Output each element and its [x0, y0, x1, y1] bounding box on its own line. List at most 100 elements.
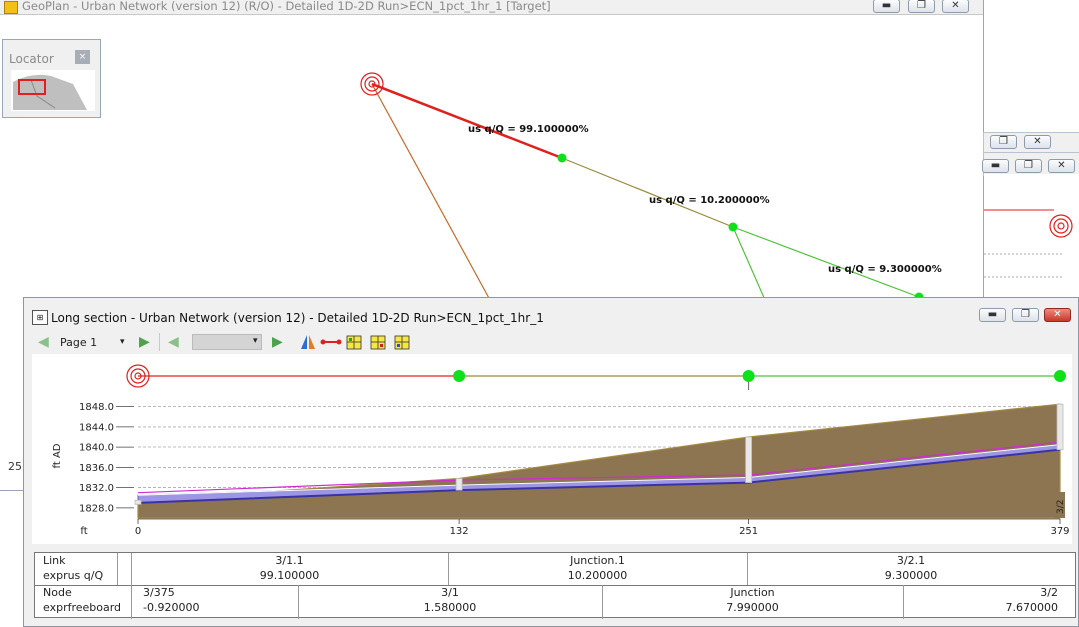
- pipe-invert: [137, 448, 1061, 504]
- long-section-window: ⊞ Long section - Urban Network (version …: [23, 297, 1079, 627]
- node-value: 7.990000: [726, 601, 779, 614]
- next-page-icon[interactable]: ▶: [139, 334, 150, 350]
- x-tick-label: 132: [450, 526, 469, 537]
- link-green-branch: [732, 226, 766, 301]
- page-select[interactable]: Page 1 ▾: [60, 335, 130, 350]
- geoplan-app-icon: [4, 1, 18, 14]
- x-tick-label: 379: [1050, 526, 1069, 537]
- locator-close-icon[interactable]: ×: [75, 50, 90, 64]
- long-section-plot[interactable]: 1848.0 1844.0 1840.0 1836.0 1832.0 1828.0 3/2 0…: [32, 354, 1072, 544]
- long-section-maximize-button[interactable]: ❐: [1012, 308, 1039, 322]
- long-section-minimize-button[interactable]: ▬: [979, 308, 1006, 322]
- locator-viewport-rect: [18, 79, 46, 95]
- page-select-value: Page 1: [60, 336, 98, 349]
- background-long-section-preview: [984, 209, 1073, 278]
- selected-link-3-1-1: [371, 82, 563, 160]
- link-value: 9.300000: [884, 569, 938, 582]
- link-label: us q/Q = 9.300000%: [828, 264, 942, 275]
- y-tick-label: 1828.0: [79, 503, 114, 514]
- node-3-1: [557, 153, 567, 163]
- locator-panel: Locator ×: [2, 39, 101, 118]
- link-label: us q/Q = 10.200000%: [649, 195, 770, 206]
- locator-minimap[interactable]: [11, 70, 95, 111]
- node-id: 3/1: [441, 586, 459, 599]
- geoplan-close-button[interactable]: ✕: [942, 0, 969, 13]
- node-id: 3/375: [143, 586, 175, 599]
- bg1-maximize-button[interactable]: ❐: [990, 135, 1017, 149]
- link-id: 3/1.1: [275, 554, 304, 567]
- background-window-2-content: [984, 174, 1079, 297]
- manhole-shaft: [134, 499, 142, 505]
- node-junction: [728, 222, 738, 232]
- toolbar-separator: [159, 333, 160, 351]
- link-param-label: exprus q/Q: [43, 569, 104, 582]
- outfall-node-icon: [1049, 214, 1073, 238]
- y-tick-label: 1844.0: [79, 422, 114, 433]
- node-label: 3/2: [1056, 500, 1066, 514]
- strip-node: [1054, 370, 1066, 382]
- outfall-node-icon: [360, 72, 384, 96]
- pipe-crown: [137, 444, 1061, 496]
- long-section-app-icon: ⊞: [32, 310, 48, 325]
- background-window-2[interactable]: ▬ ❐ ✕: [982, 152, 1079, 176]
- chevron-down-icon: ▾: [120, 337, 125, 347]
- x-tick-label: 0: [135, 526, 141, 537]
- link-id: Junction.1: [570, 554, 625, 567]
- locator-title: Locator: [9, 52, 54, 66]
- outfall-node-icon: [126, 364, 150, 388]
- partial-scale-text: 25: [8, 460, 22, 473]
- link-value: 99.100000: [259, 569, 320, 582]
- link-value: 10.200000: [567, 569, 628, 582]
- node-param-label: exprfreeboard: [43, 601, 122, 614]
- next-section-icon[interactable]: ▶: [272, 334, 283, 350]
- section-select[interactable]: ▾: [192, 334, 262, 350]
- link-id: 3/2.1: [896, 554, 926, 567]
- node-label-box: [1055, 492, 1065, 518]
- node-id: Junction: [730, 586, 775, 599]
- grid-table-icon: [346, 335, 362, 350]
- chevron-down-icon: ▾: [253, 336, 258, 346]
- x-tick-label: 251: [739, 526, 758, 537]
- link-junction-1: [561, 157, 734, 228]
- toolbar-tools[interactable]: [297, 333, 427, 351]
- link-select-icon: [320, 339, 342, 345]
- background-window-1[interactable]: ❐ ✕: [983, 132, 1079, 154]
- strip-node: [453, 370, 466, 382]
- geoplan-titlebar[interactable]: GeoPlan - Urban Network (version 12) (R/…: [0, 0, 983, 15]
- bg2-minimize-button[interactable]: ▬: [982, 159, 1009, 173]
- node-value: 1.580000: [423, 601, 477, 614]
- prev-page-icon[interactable]: ◀: [38, 334, 49, 350]
- y-tick-label: 1848.0: [79, 402, 114, 413]
- link-3-2-1: [732, 226, 920, 298]
- geoplan-minimize-button[interactable]: ▬: [873, 0, 900, 13]
- bg2-close-button[interactable]: ✕: [1048, 159, 1075, 173]
- grid-table-icon-2: [370, 335, 386, 350]
- long-section-chart[interactable]: 1848.0 1844.0 1840.0 1836.0 1832.0 1828.0 3/2 0…: [32, 354, 1072, 544]
- node-value: -0.920000: [143, 601, 200, 614]
- bg2-maximize-button[interactable]: ❐: [1015, 159, 1042, 173]
- link-row-header: Link: [43, 554, 66, 567]
- link-brown-diagonal: [371, 83, 491, 301]
- mirror-icon: [301, 335, 315, 349]
- node-row-header: Node: [43, 586, 72, 599]
- y-tick-label: 1840.0: [79, 443, 114, 454]
- manhole-shaft: [455, 478, 463, 491]
- link-label: us q/Q = 99.100000%: [468, 124, 589, 135]
- bg1-close-button[interactable]: ✕: [1024, 135, 1051, 149]
- strip-node: [742, 370, 755, 382]
- prev-section-icon[interactable]: ◀: [168, 334, 179, 350]
- geoplan-title: GeoPlan - Urban Network (version 12) (R/…: [22, 0, 551, 13]
- y-tick-label: 1832.0: [79, 483, 114, 494]
- manhole-shaft: [1056, 403, 1064, 451]
- network-map[interactable]: [0, 0, 983, 490]
- long-section-close-button[interactable]: ✕: [1044, 308, 1071, 322]
- manhole-shaft: [745, 436, 753, 483]
- hydraulic-grade-line: [137, 441, 1061, 494]
- outfall-node-icon: [134, 372, 142, 380]
- x-axis-label: ft: [80, 526, 87, 537]
- long-section-results-table[interactable]: Link exprus q/Q 3/1.1 99.100000 Junction…: [34, 552, 1076, 619]
- geoplan-maximize-button[interactable]: ❐: [908, 0, 935, 13]
- y-axis-label: ft AD: [52, 443, 63, 468]
- outfall-node-icon: [130, 368, 146, 384]
- node-id: 3/2: [1040, 586, 1058, 599]
